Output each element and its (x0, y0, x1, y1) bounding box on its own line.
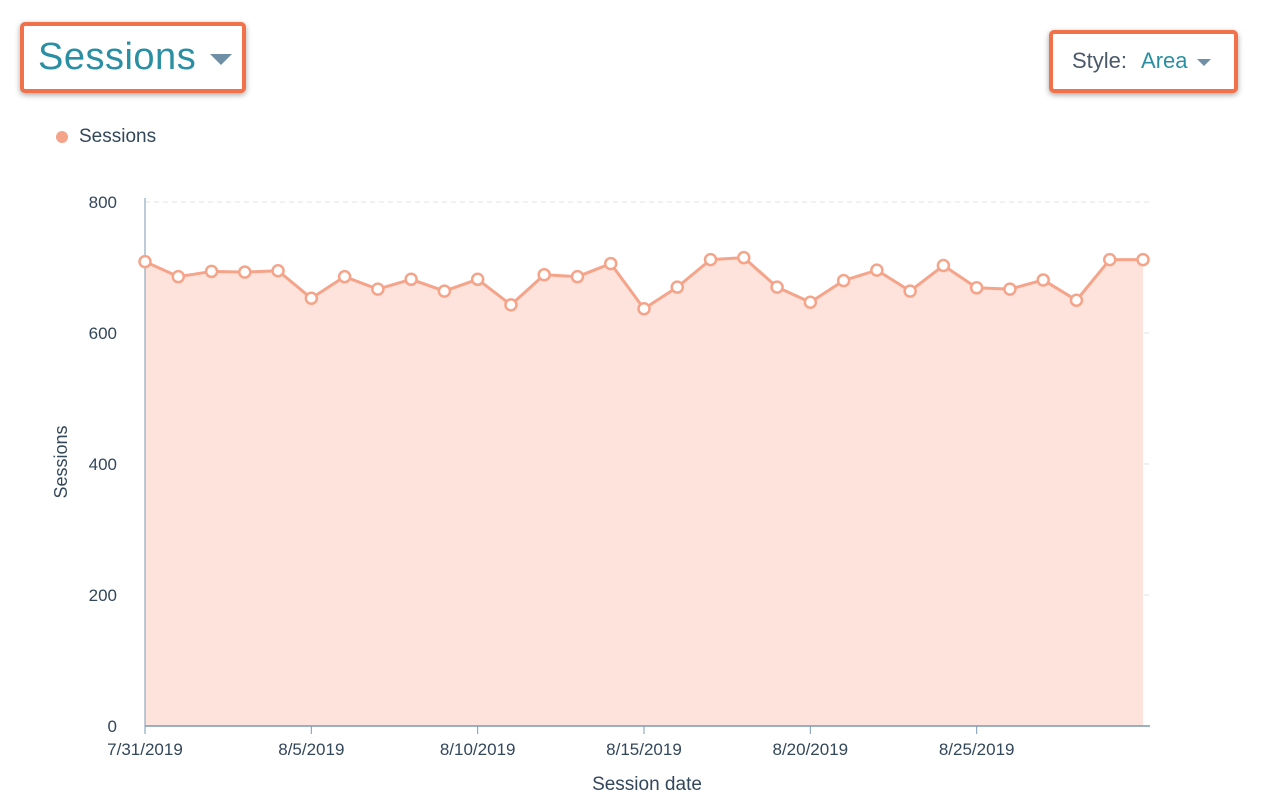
data-point (703, 252, 718, 267)
data-point (836, 273, 851, 288)
data-point (903, 284, 917, 298)
legend-swatch (56, 131, 68, 143)
style-value: Area (1141, 48, 1188, 73)
metric-title: Sessions (38, 35, 197, 78)
data-point (670, 280, 685, 294)
series-area (145, 257, 1143, 726)
chart-legend: Sessions (56, 126, 156, 148)
style-label: Style: (1072, 48, 1128, 73)
y-tick-label: 400 (89, 455, 117, 474)
data-point (870, 263, 884, 277)
data-point (537, 267, 551, 282)
data-point (470, 272, 485, 287)
x-tick-label: 8/20/2019 (773, 740, 849, 759)
metric-highlight-frame (20, 22, 246, 93)
y-tick-label: 600 (89, 324, 117, 343)
x-axis-title: Session date (592, 774, 702, 795)
data-point (238, 265, 252, 279)
caret-down-icon (210, 53, 233, 65)
data-point (637, 302, 651, 316)
data-point (504, 298, 518, 312)
data-point (337, 269, 352, 284)
caret-down-icon (1196, 58, 1211, 66)
data-point (371, 282, 385, 296)
style-control: Style: Area (1072, 46, 1211, 76)
data-point (138, 254, 152, 269)
data-point (1003, 282, 1017, 296)
data-point (404, 272, 418, 287)
data-point (1102, 252, 1117, 267)
data-point (1069, 293, 1084, 307)
legend-label: Sessions (79, 126, 157, 147)
data-point (1036, 273, 1050, 287)
data-point (603, 256, 618, 271)
data-point (304, 291, 319, 306)
data-point (204, 264, 219, 279)
data-point (437, 284, 452, 298)
y-axis-title: Sessions (51, 425, 71, 498)
data-point (803, 295, 818, 309)
x-tick-label: 8/25/2019 (939, 740, 1015, 759)
y-tick-label: 800 (89, 193, 117, 212)
data-point (171, 269, 186, 284)
data-point (969, 281, 984, 295)
data-point (737, 250, 751, 265)
data-point (770, 280, 784, 294)
y-tick-label: 0 (108, 717, 117, 736)
y-tick-label: 200 (89, 586, 117, 605)
x-tick-label: 8/15/2019 (606, 740, 682, 759)
data-point (936, 258, 951, 273)
x-tick-label: 8/5/2019 (278, 740, 344, 759)
data-point (271, 264, 285, 278)
x-tick-label: 8/10/2019 (440, 740, 516, 759)
data-point (1136, 252, 1150, 267)
metric-selector[interactable]: Sessions (38, 34, 233, 80)
data-point (570, 269, 585, 284)
x-tick-label: 7/31/2019 (107, 740, 183, 759)
style-dropdown[interactable]: Area (1141, 48, 1211, 74)
